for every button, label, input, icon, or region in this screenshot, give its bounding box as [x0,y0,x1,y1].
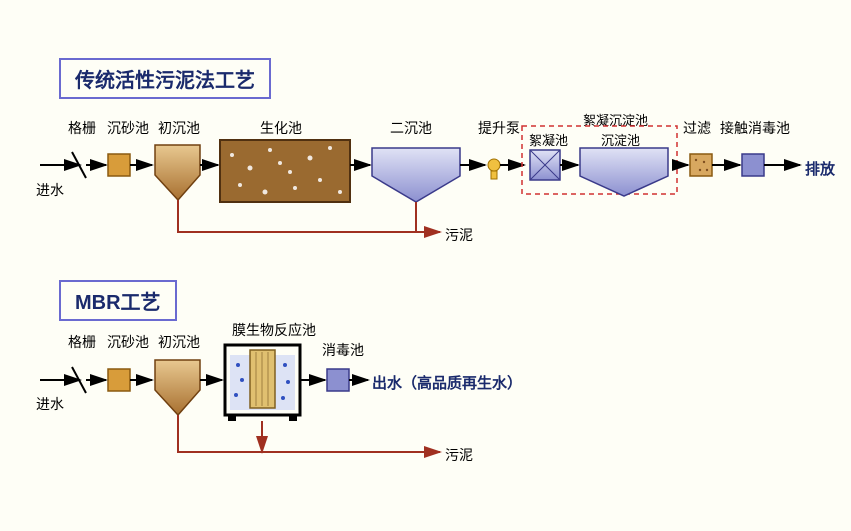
secondary-tank-1 [372,148,460,202]
mbr-foot-l [228,415,236,421]
disinfect-box-1 [742,154,764,176]
grit-box-1 [108,154,130,176]
primary-tank-1 [155,145,200,200]
sludge-line-primary-1 [178,200,440,232]
sludge-line-primary-2 [178,415,440,452]
pump-base-1 [491,171,497,179]
grit-box-2 [108,369,130,391]
disinfect-box-2 [327,369,349,391]
settle-tank-1 [580,148,668,196]
mbr-foot-r [289,415,297,421]
diagram-svg [0,0,851,531]
pump-icon-1 [488,159,500,171]
primary-tank-2 [155,360,200,415]
filter-box-1 [690,154,712,176]
